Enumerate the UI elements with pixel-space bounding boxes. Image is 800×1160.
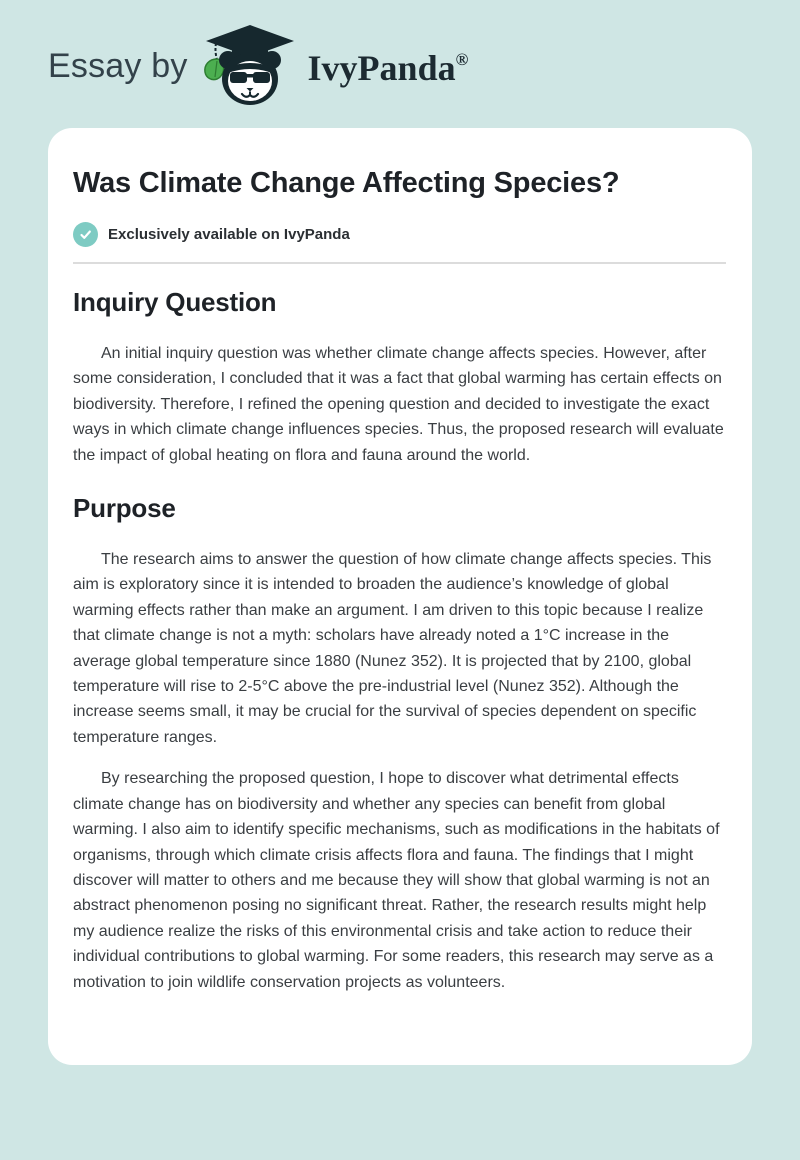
paragraph: The research aims to answer the question… bbox=[73, 551, 712, 746]
paragraph: An initial inquiry question was whether … bbox=[73, 345, 724, 464]
availability-label: Exclusively available on IvyPanda bbox=[108, 226, 350, 243]
registered-mark: ® bbox=[455, 50, 469, 69]
section-purpose: Purpose The research aims to answer the … bbox=[73, 493, 726, 995]
paragraph: By researching the proposed question, I … bbox=[73, 770, 720, 991]
divider bbox=[73, 262, 726, 264]
essay-card: Was Climate Change Affecting Species? Ex… bbox=[48, 128, 752, 1065]
section-heading: Inquiry Question bbox=[73, 287, 277, 317]
page-title: Was Climate Change Affecting Species? bbox=[73, 167, 620, 199]
essay-by-label: Essay by bbox=[48, 46, 188, 85]
panda-graduate-logo-icon bbox=[188, 23, 308, 109]
section-heading: Purpose bbox=[73, 493, 176, 524]
checkmark-icon bbox=[73, 222, 98, 247]
site-header: Essay by bbox=[0, 0, 800, 126]
brand-name: IvyPanda bbox=[307, 48, 456, 88]
availability-row: Exclusively available on IvyPanda bbox=[73, 222, 726, 247]
section-inquiry-question: Inquiry Question An initial inquiry ques… bbox=[73, 287, 726, 468]
